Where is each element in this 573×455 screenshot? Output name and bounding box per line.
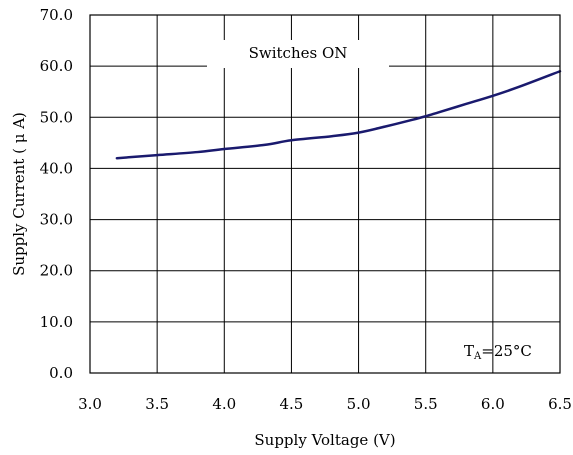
- series-line: [115, 70, 562, 160]
- x-tick-label: 6.0: [481, 395, 505, 413]
- y-tick-label: 50.0: [40, 108, 73, 126]
- y-axis-label: Supply Current ( μ A): [10, 112, 28, 276]
- y-tick-label: 70.0: [40, 6, 73, 24]
- x-axis-label: Supply Voltage (V): [254, 431, 395, 449]
- switches-on-annotation: Switches ON: [249, 44, 348, 62]
- x-tick-label: 4.0: [212, 395, 236, 413]
- x-tick-labels: 3.0 3.5 4.0 4.5 5.0 5.5 6.0 6.5: [78, 395, 572, 413]
- x-tick-label: 3.5: [145, 395, 169, 413]
- y-tick-label: 20.0: [40, 262, 73, 280]
- x-tick-label: 5.5: [414, 395, 438, 413]
- plot-frame: [89, 14, 561, 374]
- y-tick-label: 0.0: [49, 364, 73, 382]
- condition-subscript: A: [473, 351, 482, 362]
- y-tick-label: 60.0: [40, 57, 73, 75]
- y-tick-labels: 0.0 10.0 20.0 30.0 40.0 50.0 60.0 70.0: [40, 6, 73, 382]
- grid-lines: [89, 14, 561, 374]
- x-tick-label: 3.0: [78, 395, 102, 413]
- y-tick-label: 40.0: [40, 159, 73, 177]
- annotation-background: [207, 40, 389, 68]
- y-tick-label: 10.0: [40, 313, 73, 331]
- x-tick-label: 6.5: [548, 395, 572, 413]
- temperature-condition-label: TA=25°C: [464, 342, 532, 362]
- condition-rest: =25°C: [481, 342, 532, 360]
- x-tick-label: 5.0: [347, 395, 371, 413]
- x-tick-label: 4.5: [279, 395, 303, 413]
- condition-main: T: [464, 342, 474, 360]
- y-tick-label: 30.0: [40, 211, 73, 229]
